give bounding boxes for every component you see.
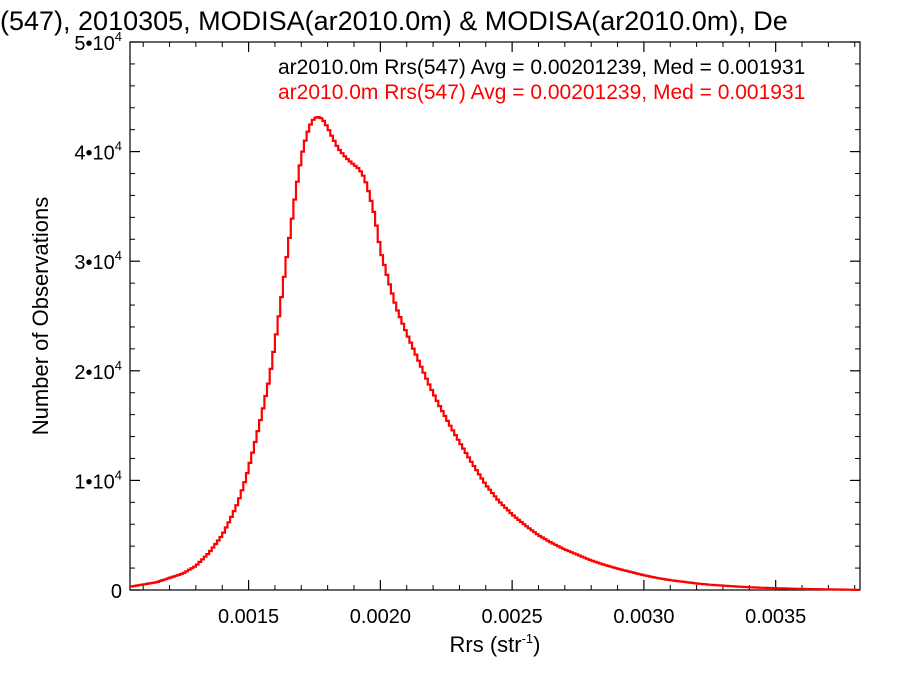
x-tick-label: 0.0015: [218, 606, 279, 628]
x-tick-label: 0.0035: [745, 606, 806, 628]
x-tick-label: 0.0025: [482, 606, 543, 628]
y-tick-label: 1•104: [74, 467, 122, 493]
x-axis-ticks: 0.0015 0.0020 0.0025 0.0030 0.0035: [218, 42, 806, 628]
x-tick-label: 0.0020: [350, 606, 411, 628]
minor-ticks: [130, 42, 860, 590]
x-axis-label: Rrs (str-1): [450, 631, 541, 657]
histogram-series-line: [130, 116, 860, 591]
plot-frame: [129, 41, 861, 591]
y-tick-label: 5•104: [74, 29, 122, 55]
y-tick-label: 3•104: [74, 248, 122, 274]
legend-entry-red: ar2010.0m Rrs(547) Avg = 0.00201239, Med…: [278, 81, 805, 104]
x-axis-label-superscript: -1: [522, 631, 534, 646]
y-tick-label: 4•104: [74, 139, 122, 165]
x-axis-label-close: ): [533, 632, 540, 657]
y-axis-label: Number of Observations: [28, 197, 53, 435]
y-tick-label: 0: [111, 581, 122, 603]
chart-title: (547), 2010305, MODISA(ar2010.0m) & MODI…: [0, 6, 788, 36]
y-tick-label: 2•104: [74, 358, 122, 384]
x-axis-label-main: Rrs (str: [450, 632, 522, 657]
x-tick-label: 0.0030: [613, 606, 674, 628]
y-axis-ticks: 0 1•104 2•104 3•104 4•104 5•104: [74, 29, 860, 603]
legend-entry-black: ar2010.0m Rrs(547) Avg = 0.00201239, Med…: [278, 56, 805, 79]
